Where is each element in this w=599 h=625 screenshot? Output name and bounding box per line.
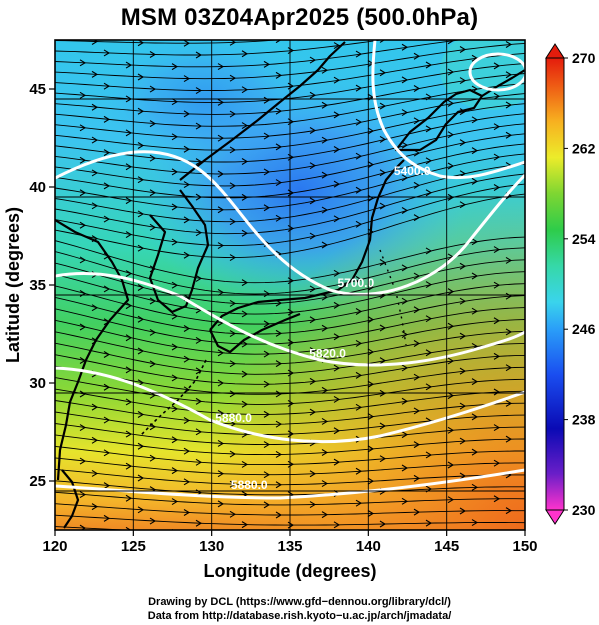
latitude-axis: 25 30 35 40 45	[29, 81, 55, 490]
colorbar-scale	[545, 57, 565, 511]
contour-labels: 5400.0 5700.0 5820.0 5880.0 5880.0	[215, 164, 431, 492]
lat-lon-grid	[55, 40, 525, 530]
lon-tick-label: 130	[199, 538, 224, 555]
lon-tick-label: 140	[356, 538, 381, 555]
lon-tick-label: 150	[512, 538, 537, 555]
colorbar-tick-label: 262	[572, 140, 596, 156]
colorbar-tick-label: 238	[572, 412, 596, 428]
map-title: MSM 03Z04Apr2025 (500.0hPa)	[120, 4, 479, 31]
colorbar-tick-label: 246	[572, 321, 596, 337]
y-axis-title: Latitude (degrees)	[3, 207, 23, 363]
coastlines	[55, 41, 525, 529]
lon-tick-label: 125	[121, 538, 146, 555]
contour-label: 5820.0	[309, 347, 346, 361]
map-figure: 5400.0 5700.0 5820.0 5880.0 5880.0 120 125 130…	[3, 39, 596, 581]
colorbar-tick-label: 270	[572, 50, 596, 66]
lon-tick-label: 120	[42, 538, 67, 555]
lat-tick-label: 45	[29, 81, 46, 98]
lon-tick-label: 145	[434, 538, 459, 555]
contour-label: 5400.0	[394, 164, 431, 178]
longitude-axis: 120 125 130 135 140 145 150	[42, 530, 538, 555]
contour-label: 5880.0	[215, 411, 252, 425]
lat-tick-label: 30	[29, 375, 46, 392]
credit-drawing: Drawing by DCL (https://www.gfd−dennou.o…	[148, 596, 451, 608]
credit-data: Data from http://database.rish.kyoto−u.a…	[147, 610, 452, 622]
colorbar-tick-label: 254	[572, 231, 596, 247]
lat-tick-label: 25	[29, 473, 46, 490]
lon-tick-label: 135	[277, 538, 302, 555]
lat-tick-label: 35	[29, 277, 46, 294]
colorbar: 270 262 254 246 238 230	[545, 43, 596, 525]
colorbar-max-arrow	[545, 43, 565, 59]
colorbar-tick-label: 230	[572, 502, 596, 518]
colorbar-min-arrow	[545, 509, 565, 525]
contour-label: 5700.0	[337, 276, 374, 290]
lat-tick-label: 40	[29, 179, 46, 196]
x-axis-title: Longitude (degrees)	[203, 561, 376, 581]
contour-label: 5880.0	[231, 478, 268, 492]
